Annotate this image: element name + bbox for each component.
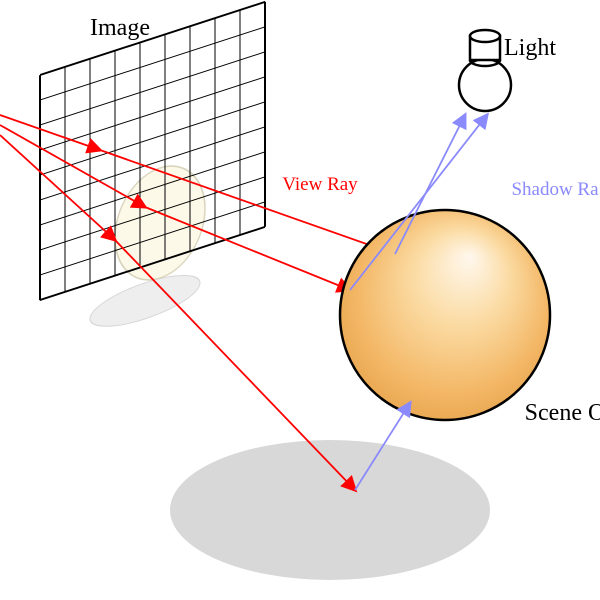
label-scene-object: Scene O [525, 400, 600, 426]
label-light: Light [504, 35, 556, 61]
scene-sphere [340, 210, 550, 420]
label-shadow-ray: Shadow Ra [511, 179, 599, 200]
label-view-ray: View Ray [282, 174, 358, 195]
floor-shadow [170, 440, 490, 580]
label-image: Image [90, 15, 150, 41]
light-base-top [470, 30, 500, 42]
